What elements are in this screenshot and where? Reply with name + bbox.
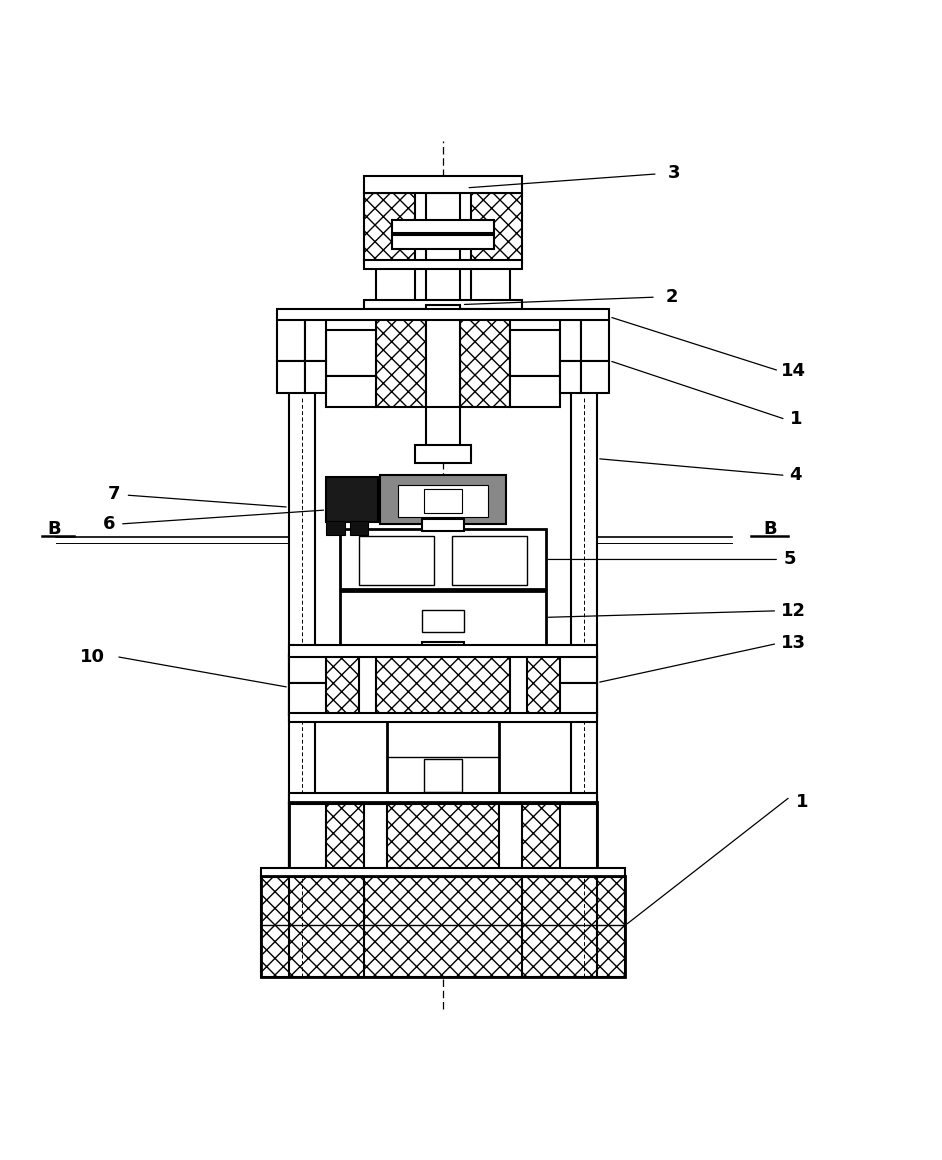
Text: 10: 10 xyxy=(80,647,106,666)
Bar xyxy=(581,319,609,361)
Bar xyxy=(560,654,597,683)
Bar xyxy=(376,305,511,407)
Bar xyxy=(289,803,597,870)
Bar xyxy=(392,235,495,248)
Bar xyxy=(364,260,523,269)
Bar xyxy=(289,683,326,716)
Bar xyxy=(340,592,545,645)
Bar xyxy=(422,610,463,632)
Text: 5: 5 xyxy=(784,551,797,568)
Text: 6: 6 xyxy=(103,515,115,532)
Bar xyxy=(426,305,460,407)
Bar xyxy=(289,645,597,657)
Bar xyxy=(560,683,597,716)
Bar xyxy=(376,267,415,304)
Text: 12: 12 xyxy=(781,602,805,619)
Bar xyxy=(511,329,560,377)
Bar xyxy=(326,477,378,522)
Bar xyxy=(289,803,326,870)
Bar xyxy=(560,361,581,393)
Bar xyxy=(424,490,462,513)
Bar xyxy=(471,193,523,262)
Text: 13: 13 xyxy=(781,635,805,652)
Bar xyxy=(326,521,345,535)
Bar xyxy=(261,876,625,977)
Bar xyxy=(560,803,597,870)
Bar xyxy=(326,329,376,377)
Bar xyxy=(289,654,359,716)
Bar xyxy=(380,476,507,524)
Bar xyxy=(422,641,463,653)
Bar xyxy=(523,803,597,870)
Bar xyxy=(261,868,625,877)
Bar xyxy=(422,520,463,530)
Bar xyxy=(424,760,462,792)
Bar xyxy=(326,377,376,407)
Text: 14: 14 xyxy=(781,362,805,379)
Bar xyxy=(364,175,523,193)
Text: 1: 1 xyxy=(789,411,803,428)
Bar xyxy=(415,444,471,463)
Text: 1: 1 xyxy=(796,793,808,811)
Bar xyxy=(349,521,368,535)
Bar xyxy=(376,654,511,716)
Bar xyxy=(387,803,499,870)
Text: 4: 4 xyxy=(789,466,803,485)
Bar xyxy=(289,654,326,683)
Text: 2: 2 xyxy=(665,288,678,306)
Bar xyxy=(581,361,609,393)
Bar xyxy=(277,361,305,393)
Bar xyxy=(261,876,625,977)
Bar xyxy=(364,300,523,310)
Text: B: B xyxy=(48,520,61,537)
Bar xyxy=(289,712,597,722)
Bar xyxy=(305,319,326,361)
Bar xyxy=(387,716,499,795)
Bar xyxy=(359,536,433,585)
Bar xyxy=(571,389,597,977)
Bar xyxy=(398,485,488,517)
Bar xyxy=(305,361,326,393)
Bar xyxy=(471,267,511,304)
Text: 3: 3 xyxy=(668,164,681,182)
Bar xyxy=(392,219,495,233)
Bar xyxy=(527,654,597,716)
Bar xyxy=(289,389,315,977)
Text: B: B xyxy=(763,520,776,537)
Bar xyxy=(277,310,609,320)
Bar xyxy=(426,193,460,449)
Bar xyxy=(289,793,597,804)
Bar xyxy=(340,529,545,589)
Bar xyxy=(364,193,415,262)
Text: 7: 7 xyxy=(108,485,121,503)
Bar xyxy=(277,319,305,361)
Bar xyxy=(289,803,364,870)
Bar xyxy=(560,319,581,361)
Bar xyxy=(452,536,527,585)
Bar xyxy=(511,377,560,407)
